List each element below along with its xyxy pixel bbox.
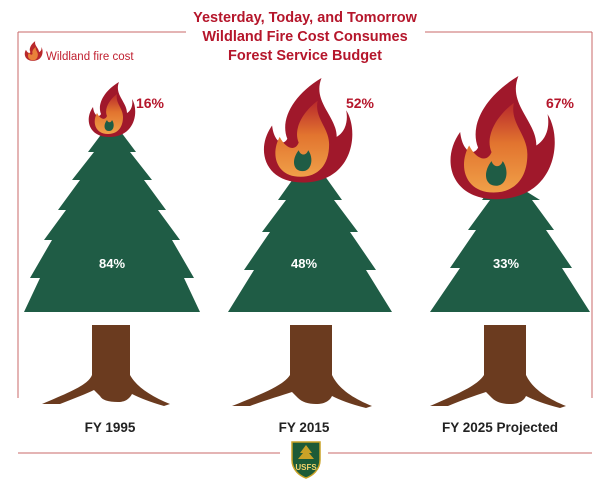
legend: Wildland fire cost — [24, 41, 134, 63]
chart-title: Yesterday, Today, and Tomorrow Wildland … — [193, 10, 417, 64]
tree-group-fy1995: 16% 84% FY 1995 — [24, 82, 200, 435]
title-line-3: Forest Service Budget — [228, 48, 382, 64]
flame-mark-fy2015 — [263, 78, 353, 183]
flame-mark-fy1995 — [88, 82, 136, 137]
budget-pct-label-fy1995: 84% — [99, 256, 125, 271]
fire-pct-label-fy1995: 16% — [136, 95, 165, 111]
flame-mark-fy2025 — [450, 76, 555, 200]
trunk-fy2025 — [430, 325, 566, 408]
forest-service-shield-icon: USFS — [291, 441, 321, 479]
budget-pct-label-fy2025: 33% — [493, 256, 519, 271]
tree-canopy-fy1995 — [24, 108, 200, 312]
budget-pct-label-fy2015: 48% — [291, 256, 317, 271]
trunk-fy1995 — [42, 325, 170, 406]
tree-group-fy2025: 67% 33% FY 2025 Projected — [430, 76, 590, 435]
tree-group-fy2015: 52% 48% FY 2015 — [228, 78, 392, 435]
tree-canopy-fy2015 — [228, 148, 392, 312]
legend-item-label: Wildland fire cost — [46, 51, 134, 63]
category-label-fy2015: FY 2015 — [279, 420, 330, 435]
fire-pct-label-fy2015: 52% — [346, 95, 375, 111]
tree-canopy-fy2025 — [430, 175, 590, 312]
category-label-fy1995: FY 1995 — [85, 420, 136, 435]
title-line-1: Yesterday, Today, and Tomorrow — [193, 10, 417, 26]
flame-icon — [24, 41, 43, 61]
title-line-2: Wildland Fire Cost Consumes — [202, 29, 407, 45]
fire-pct-label-fy2025: 67% — [546, 95, 575, 111]
logo-text: USFS — [295, 463, 317, 472]
category-label-fy2025: FY 2025 Projected — [442, 420, 558, 435]
trunk-fy2015 — [232, 325, 372, 408]
frame — [17, 31, 593, 454]
